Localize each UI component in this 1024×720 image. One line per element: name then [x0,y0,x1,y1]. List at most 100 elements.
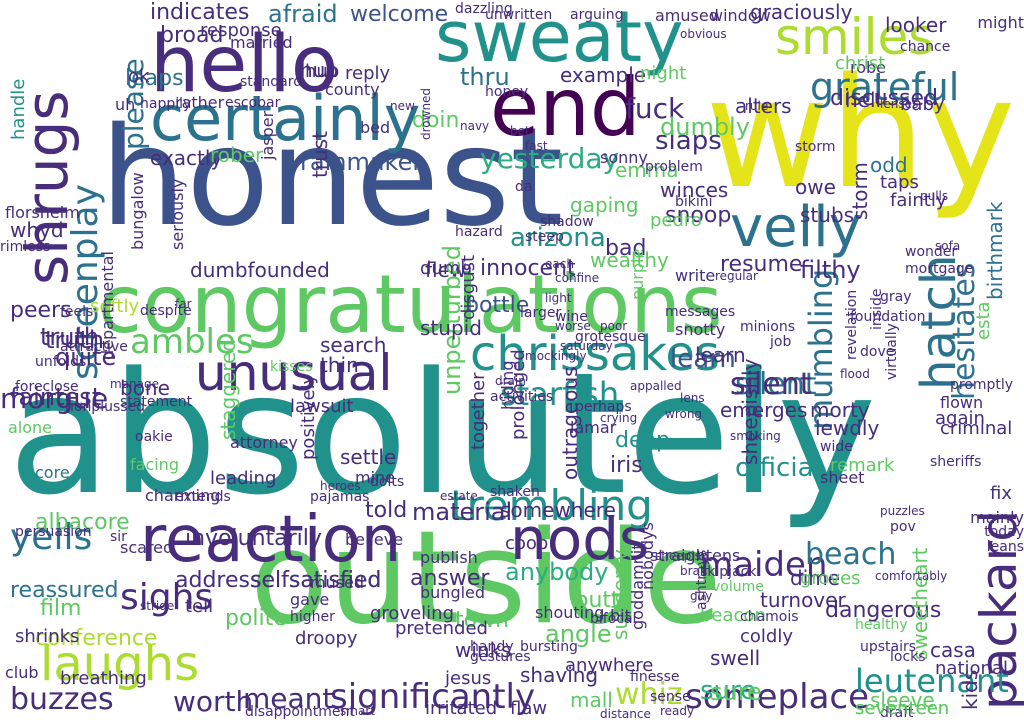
word-winces: winces [660,178,729,202]
word-iris: iris [610,453,643,478]
word-ambles: ambles [130,322,254,362]
word-reply: reply [345,63,391,84]
word-higher: higher [290,609,335,625]
word-core: core [35,463,70,482]
word-seventeen: seventeen [855,698,950,719]
word-stupid: stupid [420,316,482,340]
word-foreclose: foreclose [15,379,79,395]
word-owe: owe [795,175,836,199]
word-learn: learn [695,343,746,367]
word-foundation: foundation [850,309,926,325]
word-arguing: arguing [570,7,624,23]
word-faintly: faintly [890,190,947,211]
word-anywhere: anywhere [565,655,654,676]
word-leaps: leaps [125,66,184,91]
word-answer: answer [410,566,490,591]
word-mine: mine [355,468,396,487]
word-smiles: smiles [775,8,935,66]
word-club: club [5,663,39,682]
word-tell: tell [185,596,214,617]
word-selfsatisfied: selfsatisfied [250,568,382,593]
word-mockingly: mockingly [525,349,587,363]
word-remark: remark [830,455,895,476]
word-minions: minions [740,319,796,335]
word-steep: steep [525,229,564,245]
word-hazard: hazard [455,224,503,240]
word-staggered: staggered [216,339,240,440]
word-storm: storm [795,139,836,155]
word-appalled: appalled [630,379,682,393]
word-handy: handy [470,639,514,655]
word-sense: sense [650,689,691,705]
word-mused: mused [310,573,365,592]
word-attractive: attractive [60,339,128,355]
word-guy: guy [690,589,713,603]
word-dumbfounded: dumbfounded [190,258,330,282]
word-sheriffs: sheriffs [930,454,982,470]
word-morgue: morgue [0,382,109,415]
word-town: town [455,608,510,633]
word-locks: locks [890,649,926,665]
word-pajamas: pajamas [310,489,370,505]
word-charming: charming [145,486,221,505]
word-mainly: mainly [970,508,1024,527]
word-quite: quite [55,343,117,371]
word-emerges: emerges [720,398,808,422]
word-happily: happily [140,96,192,112]
word-statement: statement [120,394,193,410]
word-messages: messages [665,304,736,320]
word-unwritten: unwritten [485,7,553,23]
word-storm: storm [848,162,872,220]
word-bursting: bursting [520,639,578,655]
word-night: night [640,63,687,84]
word-obvious: obvious [680,27,727,41]
word-outside: outside [250,504,722,653]
word-purple: purple [628,248,647,300]
word-today: today [984,524,1024,540]
word-grotesque: grotesque [575,329,646,345]
word-winks: winks [455,638,512,662]
word-handle: handle [8,78,29,140]
word-truth: truth [40,323,100,351]
word-stride: stride [140,599,175,613]
word-resume: resume [720,252,803,277]
word-fuck: fuck [625,92,685,125]
word-fix: fix [990,483,1012,504]
word-honey: honey [485,84,529,100]
word-turnover: turnover [760,588,846,612]
word-worse: worse [555,319,591,333]
word-trust: trust [308,130,332,178]
word-volume: volume [712,579,764,595]
word-together: together [468,372,489,450]
word-christ: christ [835,53,886,74]
word-jesus: jesus [445,668,492,689]
word-facing: facing [130,455,179,474]
word-despite: despite [140,303,192,319]
word-amused: amused [655,6,719,25]
word-odd: odd [870,153,908,177]
word-slaps: slaps [655,126,722,156]
word-congratulations: congratulations [98,258,723,351]
word-nods: nods [510,505,650,573]
word-promptly: promptly [950,377,1014,393]
word-flood: flood [840,367,870,381]
word-flew: flew [425,258,467,282]
word-shaken: shaken [490,484,540,500]
word-silent: silent [730,367,812,402]
word-breathing: breathing [60,668,147,689]
word-straightens: straightens [650,546,741,565]
word-gestures: gestures [470,649,531,665]
word-problem: problem [645,159,703,175]
word-involuntarily: involuntarily [185,526,322,551]
word-certainly: certainly [150,82,421,155]
word-rule: rule [745,99,769,113]
word-afraid: afraid [268,0,338,28]
word-yells: yells [10,517,93,558]
word-thru: thru [460,63,510,91]
word-bikini: bikini [675,194,713,210]
word-coop: coop [505,533,549,554]
word-rober: rober [210,143,264,167]
word-anybody: anybody [505,558,609,586]
word-dumb: dumb [420,258,472,279]
word-film: film [40,596,82,621]
